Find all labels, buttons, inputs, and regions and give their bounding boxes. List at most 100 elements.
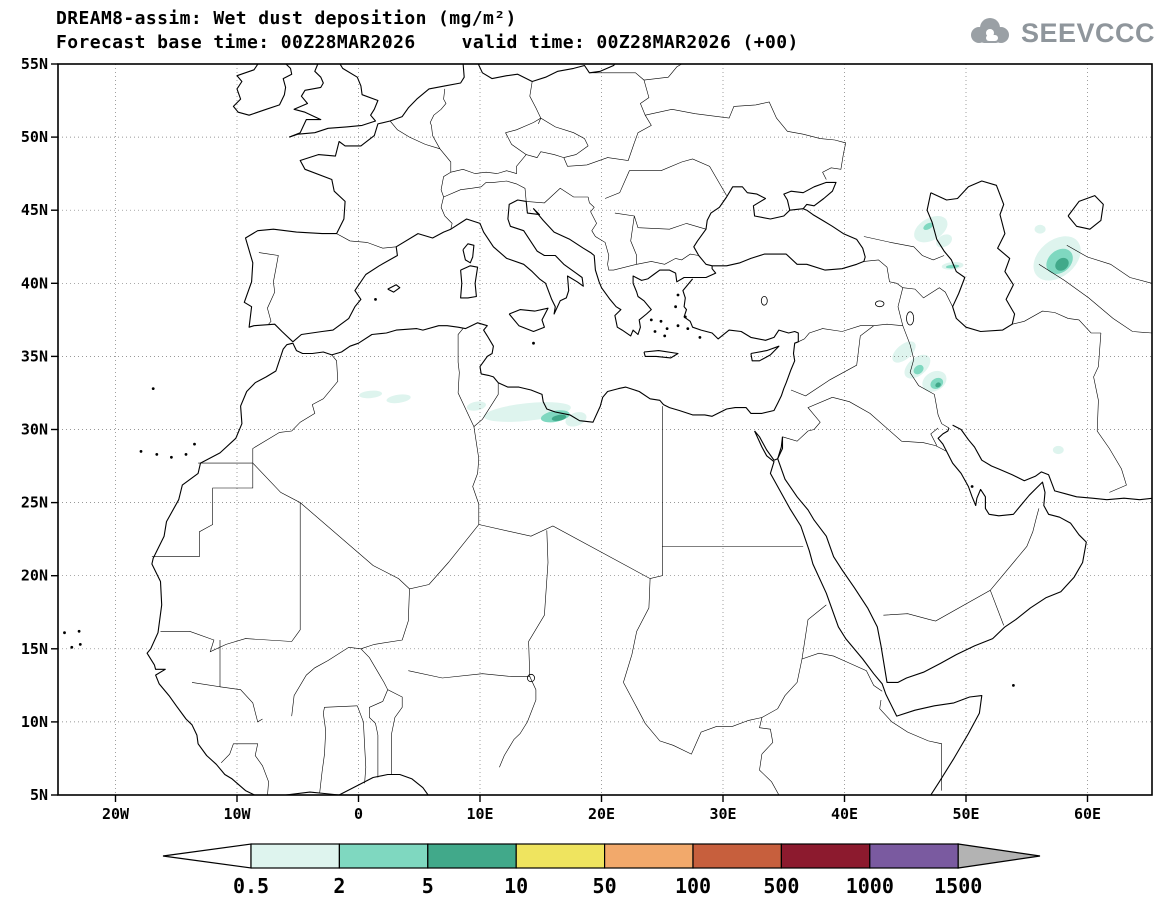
small-island	[649, 318, 653, 322]
country-border	[473, 382, 499, 427]
coastline	[777, 427, 1087, 683]
country-border	[879, 699, 942, 791]
coastline	[477, 64, 616, 83]
cloud-icon	[966, 16, 1014, 50]
country-border	[645, 101, 847, 180]
lon-tick-label: 40E	[831, 805, 858, 823]
valid-time: valid time: 00Z28MAR2026 (+00)	[461, 32, 799, 53]
coastline	[952, 424, 1152, 501]
small-island	[63, 631, 66, 635]
country-border	[151, 463, 254, 557]
country-border	[990, 590, 1004, 626]
country-border	[291, 588, 410, 717]
colorbar-segment-4	[603, 843, 694, 869]
deposition-area-zagros-center	[935, 382, 941, 388]
lat-tick-label: 45N	[21, 201, 48, 219]
lon-tick-label: 50E	[952, 805, 979, 823]
lon-tick-label: 10E	[466, 805, 493, 823]
country-border	[443, 180, 527, 202]
deposition-area-libya-core-green	[551, 414, 567, 421]
small-island	[676, 324, 680, 328]
seevccc-logo: SEEVCCC	[966, 16, 1155, 50]
colorbar-segment-0	[250, 843, 341, 869]
small-island	[151, 387, 155, 390]
small-island	[674, 305, 677, 309]
country-border	[643, 64, 682, 81]
coastline	[783, 181, 837, 211]
country-border	[191, 640, 221, 688]
deposition-area-algeria-east-streak	[386, 394, 411, 404]
country-border	[478, 524, 663, 579]
small-island	[683, 315, 687, 319]
coastline	[292, 186, 866, 343]
coastline	[508, 307, 549, 333]
small-island	[193, 442, 196, 446]
country-border	[360, 648, 403, 775]
country-border	[930, 427, 939, 446]
country-border	[801, 604, 827, 660]
country-border	[1038, 264, 1152, 334]
country-border	[790, 325, 874, 397]
country-border	[300, 426, 480, 590]
forecast-base-time: Forecast base time: 00Z28MAR2026	[56, 32, 416, 53]
small-island	[970, 485, 974, 488]
colorbar-label: 1500	[934, 874, 982, 898]
colorbar-segment-3	[515, 843, 606, 869]
small-island	[170, 455, 173, 459]
lon-tick-label: 30E	[709, 805, 736, 823]
country-border	[528, 530, 549, 677]
deposition-area-iraq-nw-band	[892, 341, 916, 363]
small-island	[532, 341, 535, 345]
coastline	[754, 430, 983, 795]
country-border	[258, 252, 279, 325]
country-border	[614, 212, 707, 230]
colorbar-label: 50	[593, 874, 617, 898]
small-island	[686, 327, 690, 330]
small-island	[676, 293, 680, 297]
small-island	[184, 453, 188, 456]
small-island	[155, 453, 159, 456]
country-border	[219, 686, 263, 723]
country-border	[604, 158, 727, 199]
lon-tick-label: 20W	[102, 805, 130, 823]
colorbar-right-arrow	[957, 843, 1041, 869]
country-border	[357, 705, 367, 784]
deposition-area-iraq-mid-core	[913, 364, 924, 375]
country-border	[526, 187, 589, 204]
country-border	[1012, 310, 1101, 334]
country-border	[220, 743, 269, 795]
country-border	[782, 397, 833, 442]
coastline	[289, 64, 379, 138]
lon-tick-label: 0	[354, 805, 363, 823]
colorbar-segment-1	[338, 843, 429, 869]
colorbar-label: 100	[675, 874, 711, 898]
lake	[527, 673, 536, 683]
country-border	[1066, 245, 1152, 284]
small-island	[77, 629, 81, 633]
colorbar-segment-2	[427, 843, 517, 869]
small-island	[665, 327, 669, 330]
country-border	[408, 670, 537, 768]
country-border	[589, 72, 652, 144]
lon-tick-label: 60E	[1074, 805, 1101, 823]
colorbar-label: 1000	[846, 874, 894, 898]
country-border	[759, 658, 803, 795]
colorbar-label: 2	[333, 874, 345, 898]
country-border	[798, 323, 903, 343]
small-island	[1012, 684, 1015, 687]
lat-tick-label: 30N	[21, 421, 48, 439]
forecast-times-line: Forecast base time: 00Z28MAR2026 valid ti…	[56, 32, 799, 53]
deposition-area-algeria-west-streak	[359, 390, 383, 399]
country-border	[587, 196, 699, 271]
small-island	[374, 298, 377, 301]
country-border	[801, 652, 883, 692]
deposition-area-turkmenistan-north-spot	[1034, 224, 1046, 234]
coastline	[387, 284, 401, 293]
country-border	[623, 578, 651, 683]
coastline	[754, 430, 784, 461]
small-island	[653, 330, 657, 333]
lake	[906, 311, 915, 326]
country-border	[630, 215, 637, 265]
colorbar-left-arrow	[162, 843, 252, 869]
